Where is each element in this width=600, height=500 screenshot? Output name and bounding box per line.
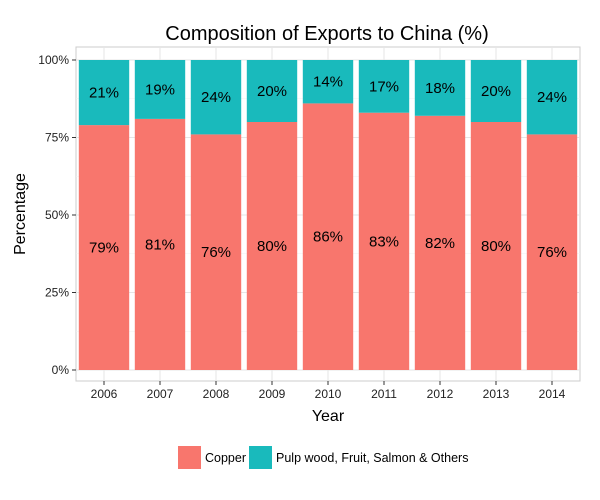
data-label-others: 21% [89, 85, 119, 102]
bar-others [358, 60, 410, 113]
data-labels: 79% 21% 81% 19% 76% 24% 80% 20% 86% 14% 83% 17% 82% 1… [89, 74, 567, 262]
y-axis-title: Percentage [12, 173, 29, 255]
x-tick-label: 2011 [371, 387, 397, 401]
data-label-copper: 83% [369, 233, 399, 250]
data-label-others: 20% [257, 83, 287, 100]
y-tick-label: 0% [52, 363, 70, 377]
x-tick-label: 2008 [203, 387, 230, 401]
legend: Copper Pulp wood, Fruit, Salmon & Others [178, 446, 468, 469]
x-tick-label: 2009 [259, 387, 286, 401]
x-tick-label: 2010 [315, 387, 342, 401]
bars [78, 60, 578, 371]
bar-copper [470, 122, 522, 370]
bar-copper [134, 118, 186, 371]
y-tick-label: 75% [45, 131, 69, 145]
x-tick-label: 2006 [91, 387, 118, 401]
data-label-others: 14% [313, 74, 343, 91]
data-label-copper: 76% [537, 244, 567, 261]
legend-swatch-others [249, 446, 272, 469]
data-label-others: 24% [537, 89, 567, 106]
data-label-others: 18% [425, 80, 455, 97]
bar-copper [190, 134, 242, 370]
y-tick-label: 100% [38, 53, 69, 67]
bar-others [190, 60, 242, 135]
data-label-others: 20% [481, 83, 511, 100]
data-label-copper: 82% [425, 235, 455, 252]
data-label-others: 17% [369, 78, 399, 95]
data-label-copper: 81% [145, 236, 175, 253]
bar-others [470, 60, 522, 122]
data-label-copper: 80% [481, 238, 511, 255]
bar-copper [302, 103, 354, 371]
data-label-copper: 80% [257, 238, 287, 255]
legend-label-copper: Copper [205, 451, 246, 465]
bar-others [246, 60, 298, 122]
x-tick-label: 2013 [483, 387, 510, 401]
data-label-others: 24% [201, 89, 231, 106]
data-label-others: 19% [145, 81, 175, 98]
bar-others [414, 60, 466, 116]
bar-copper [78, 125, 130, 370]
bar-others [78, 60, 130, 126]
bar-copper [526, 134, 578, 370]
bar-others [302, 60, 354, 104]
x-axis-title: Year [312, 408, 345, 425]
bar-copper [246, 122, 298, 370]
legend-swatch-copper [178, 446, 201, 469]
bar-others [134, 60, 186, 119]
x-tick-label: 2014 [539, 387, 566, 401]
chart-title: Composition of Exports to China (%) [165, 23, 488, 45]
y-tick-label: 50% [45, 208, 69, 222]
data-label-copper: 76% [201, 244, 231, 261]
bar-copper [358, 112, 410, 370]
x-tick-label: 2007 [147, 387, 174, 401]
legend-label-others: Pulp wood, Fruit, Salmon & Others [276, 451, 468, 465]
bar-others [526, 60, 578, 135]
y-tick-label: 25% [45, 286, 69, 300]
x-tick-label: 2012 [427, 387, 454, 401]
data-label-copper: 86% [313, 229, 343, 246]
data-label-copper: 79% [89, 240, 119, 257]
axes: 0% 25% 50% 75% 100% 2006 2007 2008 2009 2010 2011 2… [38, 53, 565, 401]
bar-copper [414, 115, 466, 370]
